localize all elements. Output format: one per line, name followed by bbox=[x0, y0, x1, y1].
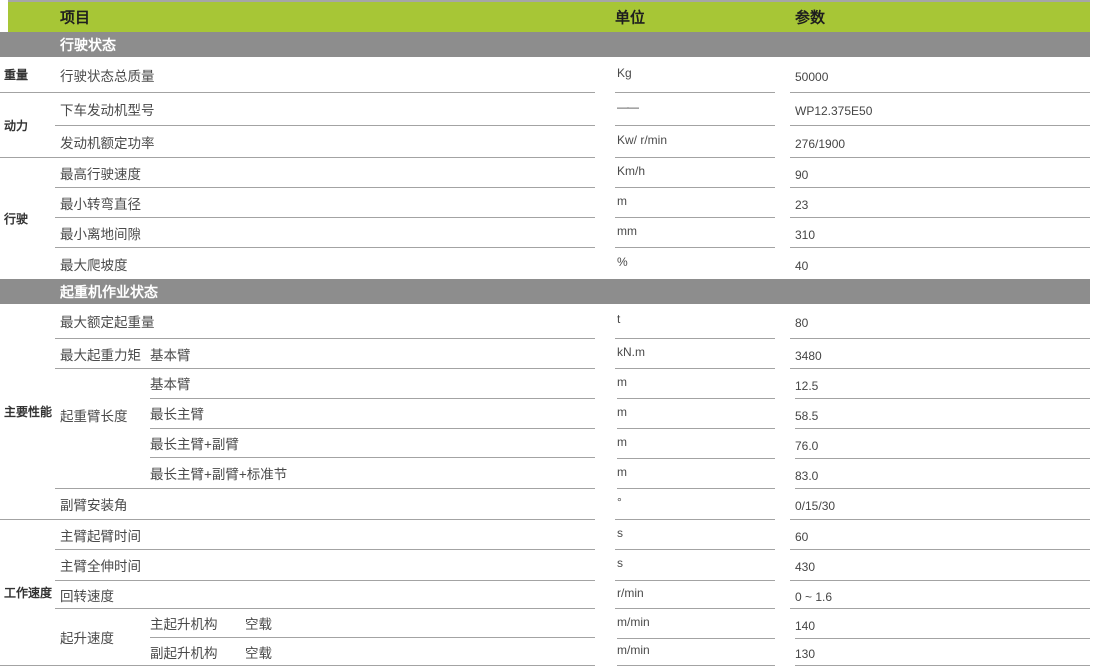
param-value: 50000 bbox=[795, 69, 829, 84]
row-engine-power: 发动机额定功率 Kw/ r/min 276/1900 bbox=[55, 126, 1090, 158]
table-header: 项目 单位 参数 bbox=[8, 0, 1090, 32]
unit-value: s bbox=[617, 525, 623, 540]
unit-value: Km/h bbox=[617, 163, 646, 178]
item-sublabel: 基本臂 bbox=[150, 377, 191, 393]
category-label-driving: 行驶 bbox=[4, 212, 29, 226]
group-label-hoist-speed: 起升速度 bbox=[60, 631, 114, 646]
item-sublabel: 主起升机构 bbox=[150, 617, 218, 633]
category-label-working-speed: 工作速度 bbox=[0, 520, 55, 666]
unit-value: m bbox=[617, 434, 627, 449]
unit-value: m/min bbox=[617, 643, 650, 657]
param-value: 90 bbox=[795, 167, 809, 182]
unit-value: —— bbox=[617, 100, 639, 114]
item-label: 最小离地间隙 bbox=[60, 226, 141, 242]
param-value: 40 bbox=[795, 258, 809, 273]
param-value: 130 bbox=[795, 647, 816, 661]
param-value: 310 bbox=[795, 227, 816, 242]
section-driving-state: 行驶状态 bbox=[0, 32, 1090, 57]
item-label: 最大起重力矩 bbox=[60, 347, 141, 363]
row-max-gradeability: 最大爬坡度 % 40 bbox=[55, 248, 1090, 279]
param-value: 76.0 bbox=[795, 438, 819, 453]
group-label-boom-length: 起重臂长度 bbox=[60, 409, 128, 424]
row-boom-extending-time: 主臂全伸时间 s 430 bbox=[55, 550, 1090, 581]
param-value: 430 bbox=[795, 560, 816, 574]
item-condition: 空载 bbox=[245, 645, 272, 661]
unit-value: m bbox=[617, 464, 627, 479]
unit-value: m bbox=[617, 404, 627, 419]
row-slewing-speed: 回转速度 r/min 0 ~ 1.6 bbox=[55, 581, 1090, 609]
item-label: 最大爬坡度 bbox=[60, 257, 128, 273]
param-value: 58.5 bbox=[795, 408, 819, 423]
item-label: 副臂安装角 bbox=[60, 498, 128, 513]
group-weight: 重量 行驶状态总质量 Kg 50000 bbox=[0, 57, 1090, 93]
param-value: 0 ~ 1.6 bbox=[795, 589, 833, 604]
category-label-performance: 主要性能 bbox=[0, 304, 55, 520]
param-value: WP12.375E50 bbox=[795, 104, 873, 118]
unit-value: m/min bbox=[617, 614, 650, 629]
group-performance: 主要性能 最大额定起重量 t 80 最大起重力矩 基本臂 kN.m 3480 bbox=[0, 304, 1090, 520]
row-max-speed: 最高行驶速度 Km/h 90 bbox=[55, 158, 1090, 188]
param-value: 60 bbox=[795, 529, 809, 544]
row-min-ground-clearance: 最小离地间隙 mm 310 bbox=[55, 218, 1090, 248]
param-value: 12.5 bbox=[795, 378, 819, 393]
item-label: 主臂起臂时间 bbox=[60, 528, 141, 544]
unit-value: m bbox=[617, 374, 627, 389]
category-label-power: 动力 bbox=[0, 93, 55, 158]
item-label: 发动机额定功率 bbox=[60, 135, 155, 151]
item-label: 主臂全伸时间 bbox=[60, 559, 141, 574]
item-label: 最高行驶速度 bbox=[60, 166, 141, 182]
row-jib-install-angle: 副臂安装角 ° 0/15/30 bbox=[55, 489, 1090, 520]
param-value: 83.0 bbox=[795, 468, 819, 483]
group-working-speed: 工作速度 主臂起臂时间 s 60 主臂全伸时间 s 430 回转速度 r/min bbox=[0, 520, 1090, 666]
unit-value: Kg bbox=[617, 65, 632, 80]
item-condition: 空载 bbox=[245, 617, 272, 633]
column-header-param: 参数 bbox=[795, 9, 826, 27]
row-group-boom-length: 起重臂长度 基本臂 最长主臂 最长主臂+副臂 最长主臂+副臂+标准节 m m m… bbox=[55, 369, 1090, 489]
item-label: 行驶状态总质量 bbox=[60, 68, 155, 84]
param-value: 80 bbox=[795, 316, 809, 330]
category-label-weight: 重量 bbox=[0, 57, 55, 93]
unit-value: t bbox=[617, 312, 621, 326]
group-driving: 行驶 最高行驶速度 Km/h 90 最小转弯直径 m 23 最小离地间隙 mm bbox=[0, 158, 1090, 279]
param-value: 0/15/30 bbox=[795, 499, 836, 513]
item-sublabel: 副起升机构 bbox=[150, 645, 218, 661]
item-label: 最大额定起重量 bbox=[60, 315, 155, 330]
item-sublabel: 最长主臂 bbox=[150, 407, 204, 423]
row-min-turning-diameter: 最小转弯直径 m 23 bbox=[55, 188, 1090, 218]
unit-value: m bbox=[617, 193, 627, 208]
item-label: 下车发动机型号 bbox=[60, 103, 155, 118]
row-engine-model: 下车发动机型号 —— WP12.375E50 bbox=[55, 93, 1090, 126]
row-max-load-moment: 最大起重力矩 基本臂 kN.m 3480 bbox=[55, 339, 1090, 369]
unit-value: r/min bbox=[617, 585, 644, 600]
column-header-unit: 单位 bbox=[615, 9, 646, 27]
param-value: 3480 bbox=[795, 348, 822, 363]
unit-value: kN.m bbox=[617, 344, 645, 359]
item-sublabel: 最长主臂+副臂+标准节 bbox=[150, 467, 288, 483]
item-sublabel: 最长主臂+副臂 bbox=[150, 436, 239, 452]
row-boom-raising-time: 主臂起臂时间 s 60 bbox=[55, 520, 1090, 550]
group-power: 动力 下车发动机型号 —— WP12.375E50 发动机额定功率 Kw/ r/… bbox=[0, 93, 1090, 158]
item-sublabel: 基本臂 bbox=[150, 347, 191, 363]
unit-value: s bbox=[617, 556, 623, 570]
unit-value: % bbox=[617, 254, 628, 269]
row-total-mass: 行驶状态总质量 Kg 50000 bbox=[55, 57, 1090, 93]
column-header-item: 项目 bbox=[60, 9, 91, 27]
unit-value: Kw/ r/min bbox=[617, 132, 668, 147]
item-label: 最小转弯直径 bbox=[60, 196, 141, 212]
param-value: 140 bbox=[795, 618, 816, 633]
unit-value: ° bbox=[617, 495, 622, 509]
section-crane-operation: 起重机作业状态 bbox=[0, 279, 1090, 304]
row-group-hoist-speed: 起升速度 主起升机构 空载 副起升机构 空载 m/min bbox=[55, 609, 1090, 666]
item-label: 回转速度 bbox=[60, 588, 114, 604]
row-max-rated-load: 最大额定起重量 t 80 bbox=[55, 304, 1090, 339]
param-value: 276/1900 bbox=[795, 136, 846, 151]
param-value: 23 bbox=[795, 197, 809, 212]
unit-value: mm bbox=[617, 223, 637, 238]
